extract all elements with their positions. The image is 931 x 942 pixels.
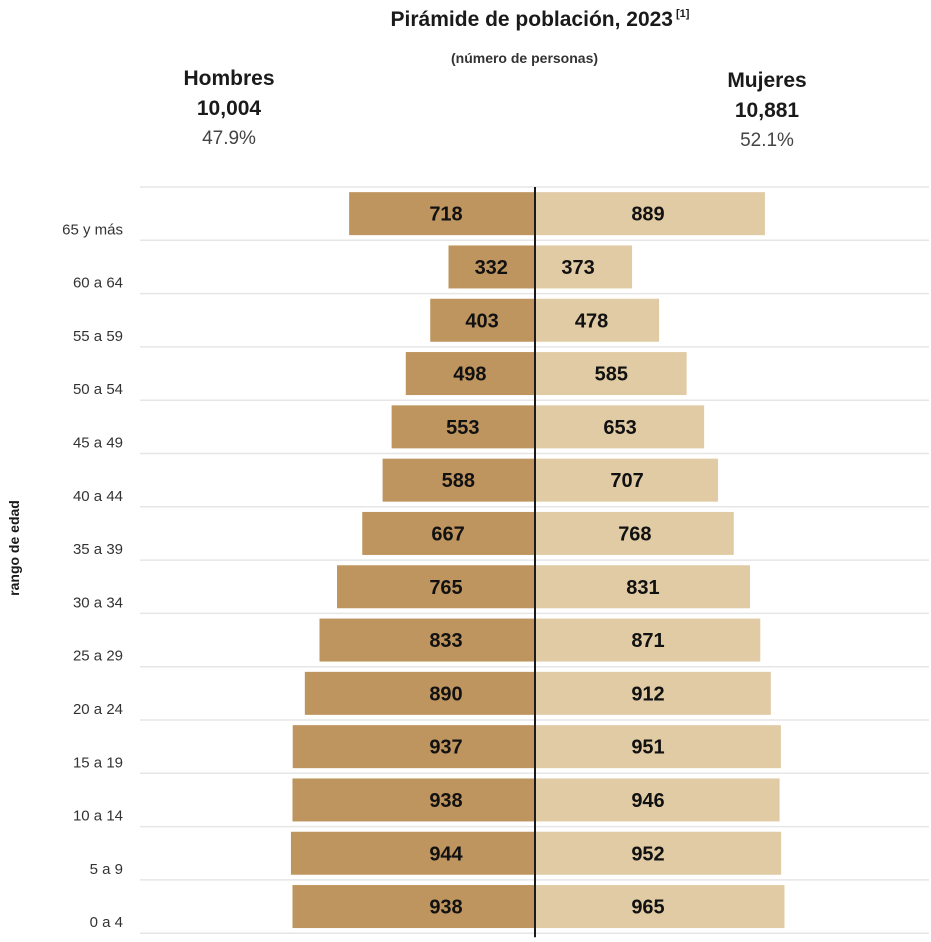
men-value-label: 403: [465, 310, 498, 332]
women-total: 10,881: [734, 99, 800, 122]
women-value-label: 951: [631, 737, 664, 759]
women-value-label: 952: [631, 843, 664, 865]
men-bar: [304, 671, 534, 715]
men-header: Hombres 10,004 47.9%: [129, 64, 329, 154]
age-group-label: 25 a 29: [73, 648, 123, 665]
men-bar: [391, 405, 534, 449]
men-value-label: 944: [429, 843, 463, 865]
women-bar: [536, 352, 687, 396]
age-group-label: 55 a 59: [73, 328, 123, 345]
men-value-label: 553: [446, 417, 479, 439]
men-bar: [292, 778, 534, 822]
men-value-label: 765: [429, 577, 462, 599]
women-value-label: 871: [631, 630, 664, 652]
women-bar: [536, 192, 765, 236]
men-value-label: 938: [429, 897, 462, 919]
age-group-label: 35 a 39: [73, 541, 123, 558]
women-value-label: 373: [561, 257, 594, 279]
men-value-label: 498: [453, 364, 486, 386]
age-group-label: 50 a 54: [73, 381, 123, 398]
women-bar: [536, 725, 781, 769]
women-value-label: 831: [626, 577, 659, 599]
women-bar: [536, 298, 660, 342]
men-value-label: 588: [442, 470, 475, 492]
age-group-label: 20 a 24: [73, 701, 123, 718]
men-bar: [349, 192, 534, 236]
men-value-label: 937: [429, 737, 462, 759]
men-value-label: 833: [429, 630, 462, 652]
women-value-label: 585: [595, 364, 628, 386]
women-bar: [536, 565, 750, 609]
women-value-label: 653: [603, 417, 636, 439]
men-value-label: 890: [429, 683, 462, 705]
women-percent: 52.1%: [740, 130, 794, 151]
men-value-label: 332: [475, 257, 508, 279]
age-group-label: 60 a 64: [73, 275, 123, 292]
women-bar: [536, 778, 780, 822]
women-value-label: 912: [631, 683, 664, 705]
chart-subtitle: (número de personas): [450, 50, 599, 66]
title-note: [1]: [675, 8, 690, 20]
women-label: Mujeres: [727, 69, 807, 92]
men-bar: [292, 885, 534, 929]
age-group-label: 30 a 34: [73, 594, 123, 611]
age-group-label: 15 a 19: [73, 754, 123, 771]
men-value-label: 938: [429, 790, 462, 812]
women-bar: [536, 618, 761, 662]
women-bar: [536, 405, 705, 449]
women-bar: [536, 885, 785, 929]
men-bar: [448, 245, 534, 289]
age-group-label: 0 a 4: [90, 914, 123, 931]
men-bar: [337, 565, 534, 609]
women-value-label: 889: [631, 204, 664, 226]
men-bar: [382, 458, 534, 502]
men-bar: [362, 511, 534, 555]
men-total: 10,004: [196, 97, 262, 120]
age-group-label: 40 a 44: [73, 488, 123, 505]
men-value-label: 718: [429, 204, 462, 226]
women-value-label: 707: [610, 470, 643, 492]
age-group-label: 10 a 14: [73, 808, 123, 825]
age-group-label: 65 y más: [62, 221, 123, 238]
women-bar: [536, 245, 633, 289]
men-value-label: 667: [431, 523, 464, 545]
age-group-label: 45 a 49: [73, 435, 123, 452]
men-bar: [405, 352, 534, 396]
men-bar: [319, 618, 534, 662]
men-bar: [430, 298, 534, 342]
age-group-label: 5 a 9: [90, 861, 123, 878]
chart-title: Pirámide de población, 2023 [1]: [0, 8, 931, 32]
women-value-label: 478: [575, 310, 608, 332]
men-bar: [290, 831, 534, 875]
men-label: Hombres: [183, 67, 275, 90]
women-bar: [536, 458, 719, 502]
women-value-label: 965: [631, 897, 664, 919]
women-bar: [536, 671, 771, 715]
men-bar: [292, 725, 534, 769]
women-value-label: 946: [631, 790, 664, 812]
women-bar: [536, 831, 782, 875]
women-value-label: 768: [618, 523, 651, 545]
women-bar: [536, 511, 734, 555]
chart-title-text: Pirámide de población, 2023: [390, 8, 673, 31]
men-percent: 47.9%: [202, 128, 256, 149]
women-header: Mujeres 10,881 52.1%: [667, 66, 867, 156]
